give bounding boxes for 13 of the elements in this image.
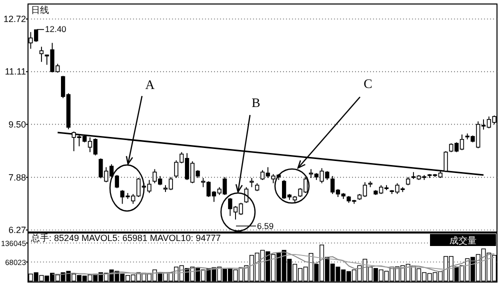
annotation: B: [252, 95, 260, 110]
ytick-label: 7.88: [8, 172, 26, 182]
title: 日线: [31, 5, 49, 15]
ytick-label: 11.11: [4, 66, 26, 77]
ytick-label: 6.27: [8, 225, 26, 235]
title: 总手: 85249 MAVOL5: 65981 MAVOL10: 94777: [31, 233, 221, 243]
annotation: C: [364, 76, 372, 91]
annotation: 12.40: [45, 24, 66, 34]
annotation: 成交量: [450, 236, 476, 246]
annotation: A: [145, 77, 155, 92]
annotation: 6.59: [257, 221, 274, 231]
ytick-label: 12.72: [3, 14, 26, 24]
ytick-label: 9.50: [8, 119, 26, 130]
